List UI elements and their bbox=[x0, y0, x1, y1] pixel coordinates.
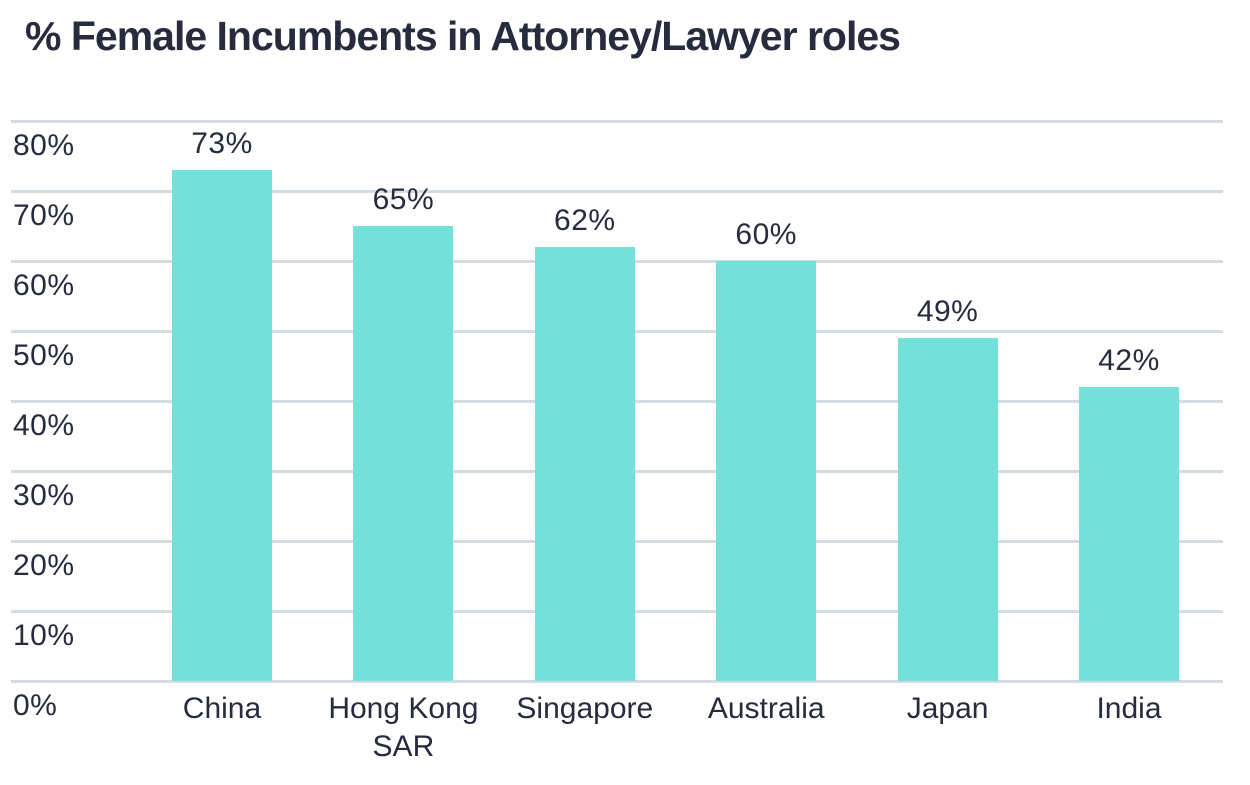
bar-singapore bbox=[534, 247, 635, 681]
y-axis-tick-label-0pct: 0% bbox=[13, 689, 58, 722]
x-axis-category-label-singapore: Singapore bbox=[516, 692, 654, 725]
gridline-80% bbox=[11, 120, 1223, 123]
x-axis-category-label-china: China bbox=[182, 692, 262, 725]
gridline-0% bbox=[11, 680, 1223, 683]
y-axis-tick-label-50pct: 50% bbox=[13, 339, 75, 372]
y-axis-tick-label-80pct: 80% bbox=[13, 129, 75, 162]
bar-value-label-japan: 49% bbox=[916, 295, 979, 328]
gridline-70% bbox=[11, 190, 1223, 193]
x-axis-category-label-australia: Australia bbox=[707, 692, 825, 725]
bar-australia bbox=[716, 261, 817, 681]
y-axis-tick-label-10pct: 10% bbox=[13, 619, 75, 652]
x-axis-category-label-japan: Japan bbox=[906, 692, 989, 725]
bar-value-label-india: 42% bbox=[1098, 344, 1160, 377]
bar-china bbox=[172, 170, 272, 681]
bar-value-label-hong-kong-sar: 65% bbox=[372, 183, 435, 216]
bar-japan bbox=[897, 338, 998, 681]
bar-value-label-singapore: 62% bbox=[554, 204, 616, 237]
bar-value-label-china: 73% bbox=[191, 127, 253, 160]
y-axis-tick-label-30pct: 30% bbox=[13, 479, 75, 512]
y-axis-tick-label-60pct: 60% bbox=[13, 269, 75, 302]
bar-value-label-australia: 60% bbox=[735, 218, 797, 251]
bar-india bbox=[1079, 387, 1179, 681]
y-axis-tick-label-70pct: 70% bbox=[13, 199, 75, 232]
y-axis-tick-label-20pct: 20% bbox=[13, 549, 75, 582]
y-axis-tick-label-40pct: 40% bbox=[13, 409, 75, 442]
chart-title: % Female Incumbents in Attorney/Lawyer r… bbox=[25, 13, 901, 59]
bar-hong-kong-sar bbox=[353, 226, 454, 681]
x-axis-category-label-india: India bbox=[1096, 692, 1162, 725]
x-axis-category-label-hong-kong-sar: Hong Kong SAR bbox=[328, 692, 479, 763]
